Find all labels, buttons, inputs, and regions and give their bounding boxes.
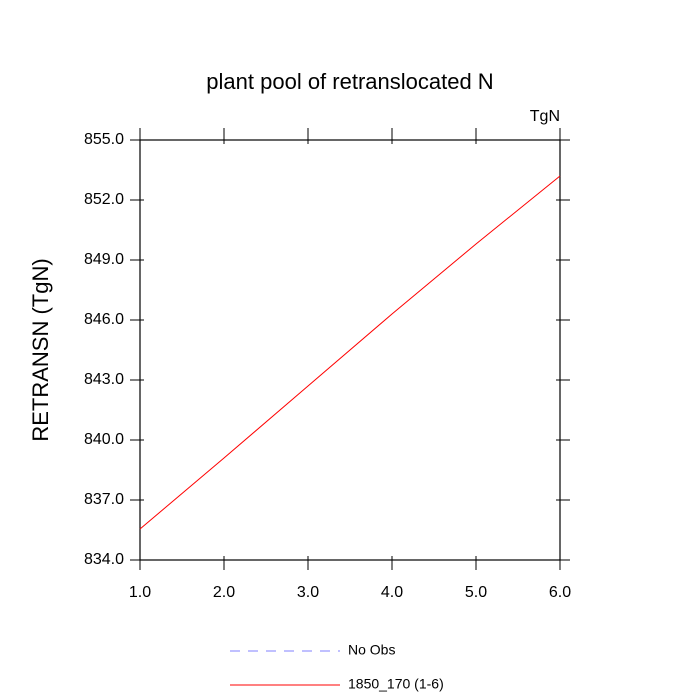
x-tick-label: 3.0 — [297, 584, 319, 601]
plot-frame — [139, 139, 561, 561]
y-tick-label: 852.0 — [84, 191, 124, 208]
y-tick-label: 837.0 — [84, 491, 124, 508]
y-tick-label: 849.0 — [84, 251, 124, 268]
x-tick-label: 5.0 — [465, 584, 487, 601]
x-tick-label: 2.0 — [213, 584, 235, 601]
y-axis-label: RETRANSN (TgN) — [28, 258, 53, 441]
x-tick-label: 4.0 — [381, 584, 403, 601]
legend-label: No Obs — [348, 642, 395, 658]
x-tick-label: 6.0 — [549, 584, 571, 601]
chart-title: plant pool of retranslocated N — [206, 69, 493, 94]
x-tick-label: 1.0 — [129, 584, 151, 601]
units-label: TgN — [530, 108, 560, 125]
legend-label: 1850_170 (1-6) — [348, 676, 444, 692]
y-tick-label: 840.0 — [84, 431, 124, 448]
data-line — [139, 175, 561, 530]
y-tick-label: 855.0 — [84, 131, 124, 148]
y-tick-label: 834.0 — [84, 551, 124, 568]
y-tick-label: 843.0 — [84, 371, 124, 388]
y-tick-label: 846.0 — [84, 311, 124, 328]
